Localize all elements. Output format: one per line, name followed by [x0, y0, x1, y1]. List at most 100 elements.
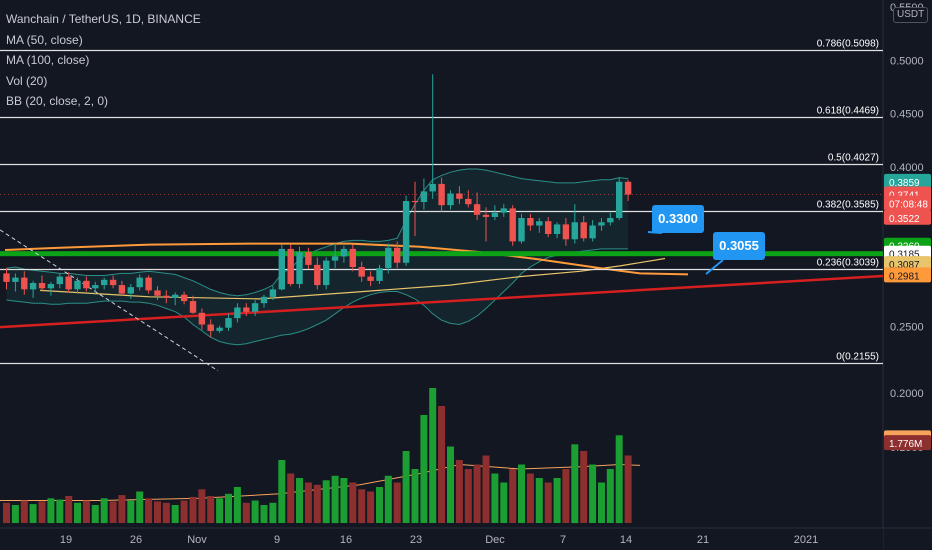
volume-bar	[447, 446, 454, 523]
candle-body	[331, 256, 339, 261]
volume-bar	[91, 505, 99, 523]
candle-body	[607, 218, 614, 223]
price-axis-tag	[884, 256, 931, 272]
volume-bar	[509, 469, 517, 523]
price-axis-tag-text: 0.3522	[889, 214, 920, 225]
volume-bar	[29, 504, 37, 523]
candle-body	[349, 248, 356, 267]
ascending-trendline	[0, 274, 884, 329]
candle-body	[305, 252, 312, 265]
volume-bar	[358, 489, 366, 524]
callout-pointer	[705, 259, 724, 275]
volume-bar	[455, 460, 463, 523]
volume-bar	[109, 501, 117, 523]
volume-bar	[376, 487, 383, 523]
candle-body	[92, 285, 99, 289]
volume-bar	[127, 500, 135, 523]
fib-label: 0.236(0.3039)	[817, 258, 879, 269]
volume-bar	[535, 478, 543, 523]
bollinger-upper-line	[6, 168, 629, 297]
candle-body	[438, 183, 445, 206]
candle-body	[163, 295, 170, 298]
volume-bar	[100, 498, 108, 524]
volume-bar	[225, 493, 232, 524]
currency-badge[interactable]: USDT	[893, 7, 929, 23]
x-tick-label: Dec	[485, 534, 505, 546]
x-tick-label: 19	[60, 534, 72, 546]
candle-body	[12, 277, 19, 282]
callout-box	[652, 205, 704, 233]
candle-body	[509, 208, 516, 242]
volume-bar	[624, 455, 632, 523]
volume-bar	[518, 464, 525, 523]
x-tick-label: 21	[697, 534, 709, 546]
candle-body	[38, 283, 46, 289]
volume-bar	[278, 460, 286, 523]
volume-bar	[162, 502, 170, 524]
candle-body	[500, 208, 507, 213]
candle-body	[385, 247, 392, 268]
volume-bar	[180, 500, 188, 523]
candle-body	[83, 280, 90, 289]
candle-body	[225, 318, 232, 328]
volume-bar	[322, 480, 330, 524]
callout-box	[713, 232, 765, 260]
volume-bar	[473, 464, 481, 523]
volume-bar	[331, 475, 339, 524]
volume-bar	[384, 475, 392, 524]
volume-bar	[189, 496, 197, 523]
volume-bar	[296, 478, 303, 523]
candle-body	[420, 191, 428, 202]
candle-body	[269, 289, 277, 297]
indicator-ma100[interactable]: MA (100, close)	[6, 53, 90, 67]
candle-body	[3, 273, 10, 282]
price-axis-tag-text: 0.3087	[889, 260, 920, 271]
volume-bar	[11, 505, 19, 523]
indicator-ma50[interactable]: MA (50, close)	[6, 32, 83, 47]
volume-bar	[82, 500, 90, 523]
candle-body	[296, 252, 303, 284]
candle-body	[527, 218, 534, 226]
volume-bar	[65, 496, 73, 523]
volume-bar	[304, 482, 312, 523]
volume-bar	[589, 464, 597, 523]
fib-label: 0.5(0.4027)	[828, 153, 879, 164]
candle-body	[29, 283, 37, 290]
x-tick-label: 7	[560, 534, 566, 546]
volume-bar	[553, 478, 561, 523]
candle-body	[571, 222, 578, 240]
candle-body	[145, 277, 152, 291]
volume-bar	[429, 388, 437, 523]
candle-body	[580, 222, 587, 239]
symbol-title[interactable]: Wanchain / TetherUS, 1D, BINANCE	[6, 12, 201, 26]
fib-label: 0.786(0.5098)	[817, 39, 879, 50]
volume-bar	[580, 451, 588, 523]
volume-bar	[500, 482, 508, 523]
indicator-volume[interactable]: Vol (20)	[6, 73, 48, 88]
volume-bar	[571, 444, 579, 524]
indicator-bollinger[interactable]: BB (20, close, 2, 0)	[6, 94, 109, 108]
price-axis-tag	[884, 267, 931, 283]
candle-body	[118, 285, 126, 294]
volume-bar	[562, 469, 570, 523]
candle-body	[518, 218, 525, 242]
volume-bar	[393, 482, 401, 523]
candle-body	[456, 193, 463, 199]
candle-body	[358, 267, 365, 277]
y-tick-label: 0.5000	[890, 55, 924, 67]
y-tick-label: 0.2000	[890, 388, 924, 400]
volume-bar	[74, 502, 81, 524]
candle-body	[394, 247, 401, 263]
volume-axis-tag	[884, 435, 931, 451]
candle-body	[189, 301, 197, 313]
candle-body	[287, 248, 294, 284]
volume-bar	[154, 501, 161, 523]
candle-body	[491, 212, 499, 217]
volume-bar	[47, 498, 55, 524]
volume-bar	[260, 505, 268, 523]
price-axis-tag	[884, 209, 931, 225]
y-tick-label: 0.2500	[890, 322, 924, 334]
chart-legend: Wanchain / TetherUS, 1D, BINANCE MA (50,…	[6, 9, 201, 112]
volume-bar	[20, 500, 28, 523]
